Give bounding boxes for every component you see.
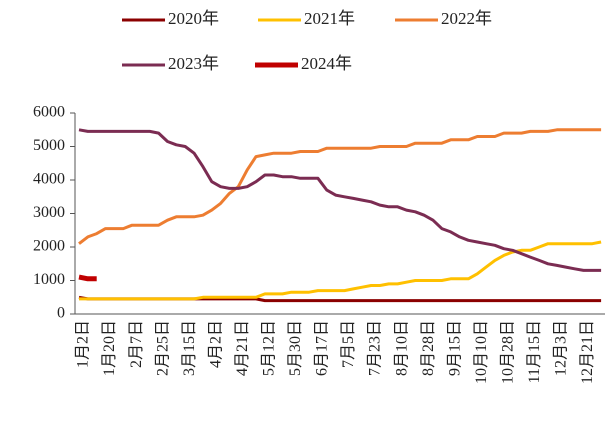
y-tick-label: 3000 [33,204,65,221]
x-tick-label: 10月28日 [499,320,516,384]
x-tick-label: 2月7日 [128,320,145,368]
series-line [78,128,602,272]
y-tick-label: 1000 [33,271,65,288]
x-tick-label: 4月21日 [234,320,251,376]
x-tick-label: 8月28日 [420,320,437,376]
x-tick-label: 12月21日 [579,320,596,384]
x-tick-label: 2月25日 [154,320,171,376]
x-tick-label: 12月3日 [553,320,570,376]
series-line [78,274,97,282]
x-tick-label: 5月30日 [287,320,304,376]
x-tick-label: 11月15日 [526,320,543,383]
x-tick-label: 10月10日 [473,320,490,384]
x-tick-label: 7月23日 [367,320,384,376]
x-tick-label: 8月10日 [393,320,410,376]
x-tick-label: 1月20日 [101,320,118,376]
y-tick-label: 2000 [33,238,65,255]
x-tick-label: 3月15日 [181,320,198,376]
legend-label: 2023年 [168,54,219,73]
x-tick-label: 5月12日 [261,320,278,376]
y-tick-label: 4000 [33,171,65,188]
y-tick-label: 5000 [33,137,65,154]
x-tick-label: 9月15日 [446,320,463,376]
x-tick-label: 7月5日 [340,320,357,368]
series-line [79,240,602,301]
x-tick-label: 4月2日 [207,320,224,368]
series-line [78,128,602,245]
x-tick-label: 1月2日 [75,320,92,368]
y-tick-label: 6000 [33,104,65,121]
legend-label: 2020年 [168,9,219,28]
legend-label: 2024年 [301,54,352,73]
y-tick-label: 0 [57,305,65,322]
x-tick-label: 6月17日 [314,320,331,376]
legend-label: 2022年 [441,9,492,28]
legend-label: 2021年 [304,9,355,28]
